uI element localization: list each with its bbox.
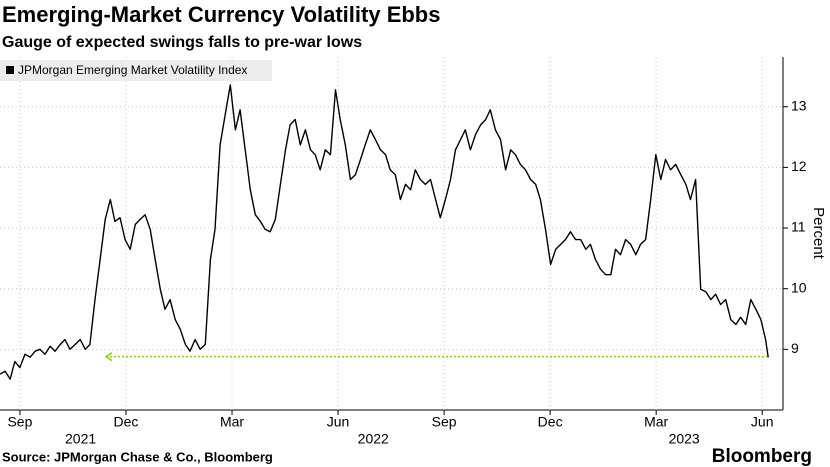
x-year-label: 2023 xyxy=(669,431,700,447)
x-tick-label: Jun xyxy=(751,414,774,430)
y-axis-label: Percent xyxy=(810,207,827,260)
chart-subtitle: Gauge of expected swings falls to pre-wa… xyxy=(2,34,362,51)
y-tick-label: 13 xyxy=(791,97,807,113)
reference-arrow xyxy=(104,352,113,362)
y-tick-label: 10 xyxy=(791,279,807,295)
legend-box xyxy=(0,60,272,81)
y-tick-label: 12 xyxy=(791,158,807,174)
brand: Bloomberg xyxy=(712,446,812,467)
source: Source: JPMorgan Chase & Co., Bloomberg xyxy=(2,449,273,464)
x-tick-label: Mar xyxy=(220,414,244,430)
x-tick-label: Sep xyxy=(7,414,32,430)
x-tick-label: Dec xyxy=(114,414,139,430)
legend-swatch xyxy=(6,66,14,74)
x-year-label: 2022 xyxy=(358,431,389,447)
y-tick-label: 11 xyxy=(791,219,806,235)
chart-title: Emerging-Market Currency Volatility Ebbs xyxy=(2,2,440,27)
x-tick-label: Sep xyxy=(432,414,457,430)
y-tick-label: 9 xyxy=(791,340,799,356)
legend-label: JPMorgan Emerging Market Volatility Inde… xyxy=(18,63,247,77)
series-line xyxy=(0,84,769,380)
x-tick-label: Dec xyxy=(538,414,563,430)
x-tick-label: Mar xyxy=(644,414,668,430)
x-year-label: 2021 xyxy=(65,431,96,447)
x-tick-label: Jun xyxy=(327,414,350,430)
